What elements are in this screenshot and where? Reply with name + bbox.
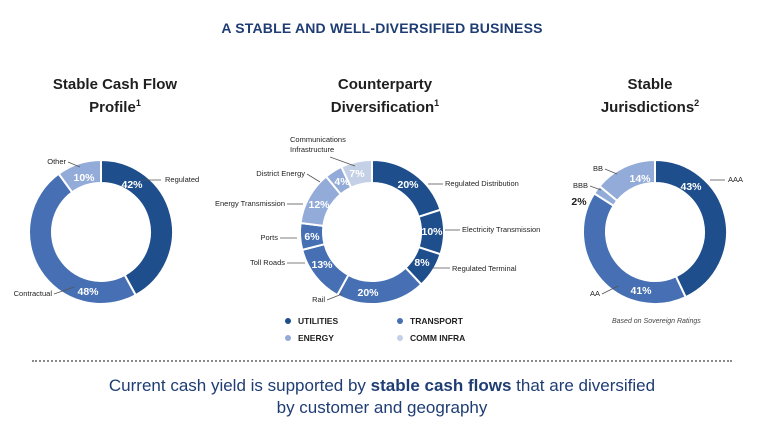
summary-statement: Current cash yield is supported by stabl…: [40, 375, 724, 419]
chart-title-line2: Jurisdictions: [600, 99, 695, 116]
slice-value-label: 8%: [414, 257, 430, 269]
section-divider: [32, 360, 732, 362]
slice-value-label: 10%: [421, 226, 443, 238]
leader-line: [306, 173, 321, 183]
legend-label: UTILITIES: [298, 316, 339, 326]
slice-value-label: 10%: [73, 172, 95, 184]
donut-slice-aaa: [654, 158, 728, 299]
donut-slice-communications-infrastructure: [340, 158, 373, 189]
category-label-district-energy: District Energy: [256, 169, 305, 178]
chart-title-line1: Stable Cash Flow: [52, 76, 178, 93]
chart-title-line2: Profile: [89, 99, 136, 116]
donut-slice-aa: [582, 192, 687, 305]
chart-title-cash-flow: Stable Cash Flow Profile1: [30, 76, 200, 117]
slice-value-label: 41%: [630, 285, 652, 297]
ratings-note: Based on Sovereign Ratings: [612, 318, 701, 325]
chart-title-line1: Stable: [627, 76, 673, 93]
category-label-aaa: AAA: [728, 175, 743, 184]
category-label-communications-infrastructure: Communications Infrastructure: [290, 135, 346, 154]
slice-value-label: 7%: [349, 168, 365, 180]
legend-item-energy: ENERGY: [285, 333, 334, 343]
slice-value-label: 48%: [77, 286, 99, 298]
leader-line: [589, 185, 602, 191]
category-label-regulated-terminal: Regulated Terminal: [452, 264, 517, 273]
legend-label: TRANSPORT: [410, 316, 463, 326]
leader-line: [329, 156, 356, 167]
slice-value-label: 6%: [304, 231, 320, 243]
category-label-toll-roads: Toll Roads: [250, 258, 285, 267]
footnote-marker: 2: [694, 98, 700, 108]
donut-slice-other: [57, 158, 102, 194]
legend-item-transport: TRANSPORT: [397, 316, 463, 326]
summary-emphasis: stable cash flows: [370, 376, 512, 395]
category-label-aa: AA: [590, 289, 600, 298]
legend-label: ENERGY: [298, 333, 334, 343]
category-label-bbb: BBB: [573, 181, 588, 190]
slice-value-label: 20%: [357, 287, 379, 299]
leader-line: [601, 285, 619, 295]
slice-value-label: 42%: [121, 179, 143, 191]
donut-slice-contractual: [28, 172, 138, 305]
category-label-electricity-transmission: Electricity Transmission: [462, 225, 540, 234]
slice-value-label: 2%: [571, 196, 587, 208]
legend-label: COMM INFRA: [410, 333, 466, 343]
donut-charts: 42% 48% 10% Regulated Contractual Other 20% 10%…: [14, 135, 743, 305]
footnote-marker: 1: [135, 98, 141, 108]
legend-item-utilities: UTILITIES: [285, 316, 338, 326]
category-label-bb: BB: [593, 164, 603, 173]
category-label-ports: Ports: [260, 233, 278, 242]
slice-value-label: 43%: [680, 181, 702, 193]
category-label-regulated-distribution: Regulated Distribution: [445, 179, 519, 188]
slice-value-label: 13%: [311, 259, 333, 271]
leader-line: [604, 168, 618, 175]
category-label-energy-transmission: Energy Transmission: [215, 199, 285, 208]
slice-value-label: 20%: [397, 179, 419, 191]
slice-value-label: 12%: [308, 199, 330, 211]
chart-title-jurisdictions: Stable Jurisdictions2: [590, 76, 710, 117]
chart-title-line2: Diversification: [330, 99, 435, 116]
summary-text-2: that are diversified: [511, 376, 656, 395]
category-label-rail: Rail: [312, 295, 325, 304]
legend-swatch: [285, 318, 291, 324]
category-label-other: Other: [47, 157, 66, 166]
category-label-regulated: Regulated: [165, 175, 199, 184]
legend-item-comm-infra: COMM INFRA: [397, 333, 465, 343]
category-label-contractual: Contractual: [14, 289, 53, 298]
leader-line: [67, 161, 81, 168]
legend-swatch: [397, 335, 403, 341]
slice-value-label: 14%: [629, 173, 651, 185]
chart-title-counterparty: Counterparty Diversification1: [285, 76, 485, 117]
leader-line: [326, 293, 343, 301]
legend-swatch: [397, 318, 403, 324]
chart-title-line1: Counterparty: [337, 76, 433, 93]
page-title: A STABLE AND WELL-DIVERSIFIED BUSINESS: [221, 20, 543, 36]
leader-line: [53, 286, 75, 295]
footnote-marker: 1: [434, 98, 440, 108]
summary-text-1: Current cash yield is supported by: [108, 376, 371, 395]
summary-text-3: by customer and geography: [276, 398, 488, 417]
donut-slice-rail: [335, 266, 423, 305]
slice-value-label: 4%: [334, 176, 350, 188]
legend-swatch: [285, 335, 291, 341]
chart-legend: UTILITIES TRANSPORT ENERGY COMM INFRA: [285, 316, 505, 346]
